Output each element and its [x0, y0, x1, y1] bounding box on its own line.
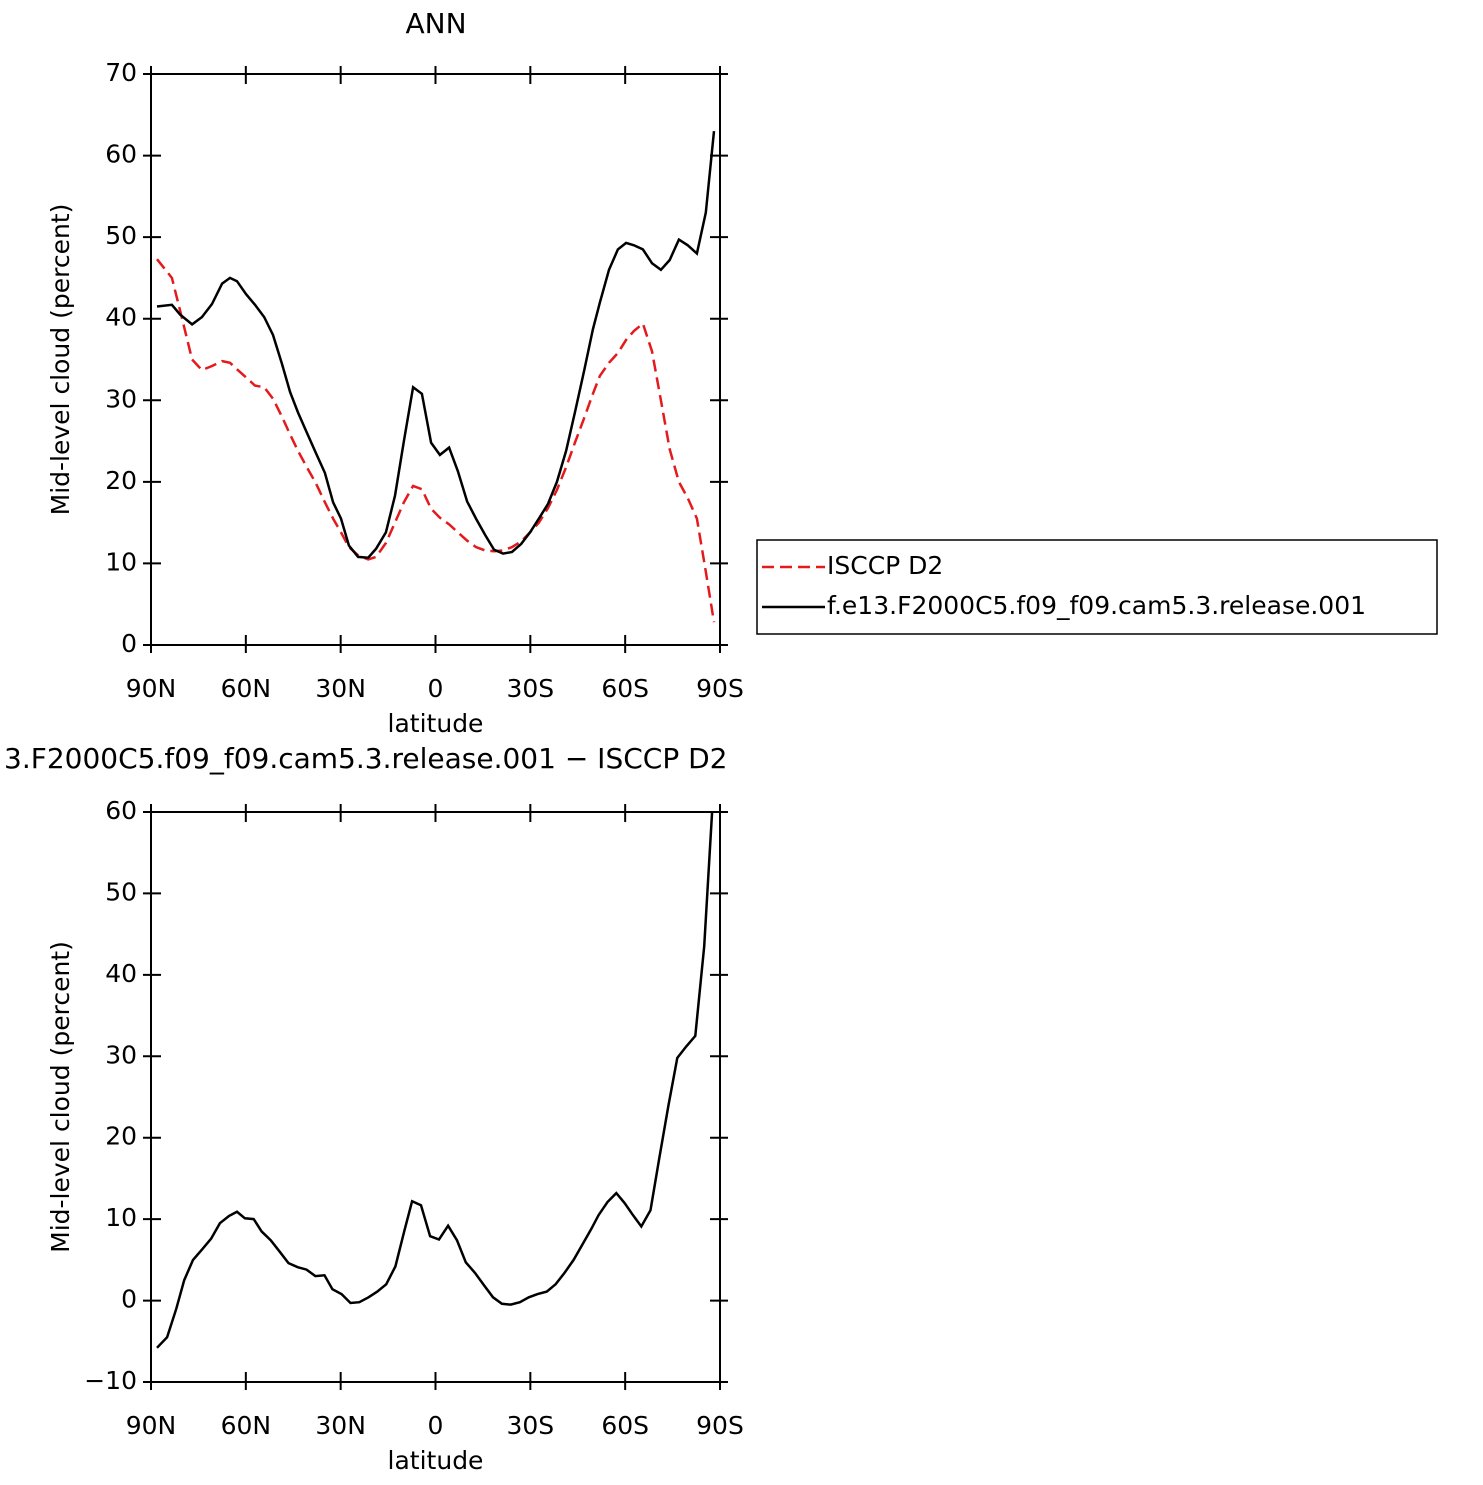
chart-title: ANN — [405, 7, 466, 40]
x-tick-label: 90N — [126, 1411, 177, 1440]
chart-title: 3.F2000C5.f09_f09.cam5.3.release.001 − I… — [4, 742, 727, 775]
y-tick-label: 10 — [105, 547, 137, 576]
y-tick-label: 10 — [105, 1203, 137, 1232]
x-axis-label: latitude — [388, 1446, 484, 1475]
series-line — [156, 130, 716, 559]
series-line — [156, 258, 716, 623]
legend-label: ISCCP D2 — [827, 551, 943, 580]
y-axis-label: Mid-level cloud (percent) — [46, 204, 75, 516]
y-tick-label: 50 — [105, 877, 137, 906]
y-axis-label: Mid-level cloud (percent) — [46, 941, 75, 1253]
y-tick-label: 20 — [105, 1122, 137, 1151]
x-tick-label: 0 — [428, 674, 444, 703]
y-tick-label: −10 — [84, 1366, 137, 1395]
x-tick-label: 30N — [315, 674, 366, 703]
series-line — [156, 811, 714, 1349]
y-tick-label: 70 — [105, 58, 137, 87]
x-tick-label: 60N — [221, 1411, 272, 1440]
legend-box — [756, 539, 1438, 635]
y-tick-label: 40 — [105, 303, 137, 332]
x-tick-label: 60N — [221, 674, 272, 703]
x-tick-label: 30S — [506, 674, 554, 703]
x-tick-label: 30N — [315, 1411, 366, 1440]
y-tick-label: 0 — [121, 629, 137, 658]
y-tick-label: 30 — [105, 1040, 137, 1069]
y-tick-label: 20 — [105, 466, 137, 495]
plot-frame — [150, 73, 721, 646]
x-tick-label: 60S — [601, 674, 649, 703]
y-tick-label: 40 — [105, 959, 137, 988]
x-tick-label: 90N — [126, 674, 177, 703]
x-tick-label: 30S — [506, 1411, 554, 1440]
x-tick-label: 60S — [601, 1411, 649, 1440]
legend-label: f.e13.F2000C5.f09_f09.cam5.3.release.001 — [827, 591, 1366, 620]
x-tick-label: 90S — [696, 674, 744, 703]
x-axis-label: latitude — [388, 709, 484, 738]
y-tick-label: 50 — [105, 221, 137, 250]
x-tick-label: 90S — [696, 1411, 744, 1440]
x-tick-label: 0 — [428, 1411, 444, 1440]
plot-frame — [150, 811, 721, 1383]
y-tick-label: 60 — [105, 140, 137, 169]
y-tick-label: 30 — [105, 384, 137, 413]
y-tick-label: 0 — [121, 1285, 137, 1314]
y-tick-label: 60 — [105, 796, 137, 825]
